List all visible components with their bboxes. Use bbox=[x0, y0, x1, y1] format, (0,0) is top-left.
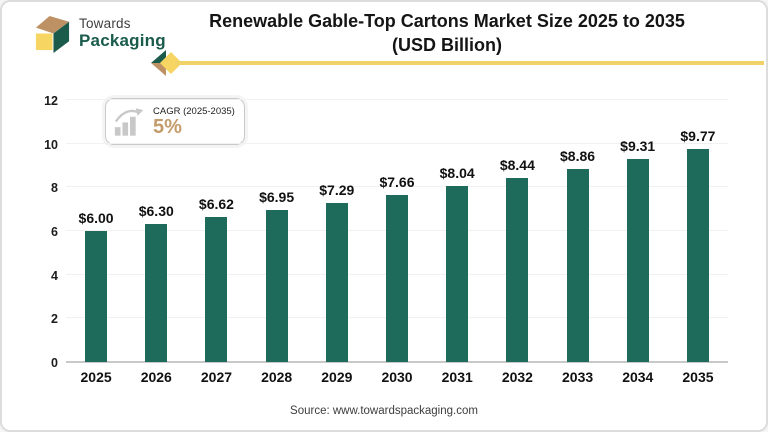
x-tick-2030: 2030 bbox=[381, 369, 413, 385]
value-label-2035: $9.77 bbox=[680, 127, 716, 144]
brand-logo: Towards Packaging bbox=[33, 13, 166, 54]
bar-slot-2025: $6.00 bbox=[66, 100, 126, 362]
x-tick-2025: 2025 bbox=[80, 369, 112, 385]
bar-slot-2026: $6.30 bbox=[126, 100, 186, 362]
gridline-8 bbox=[66, 186, 728, 188]
bar-slot-2030: $7.66 bbox=[367, 100, 427, 362]
x-tick-2034: 2034 bbox=[622, 369, 654, 385]
x-tick-2032: 2032 bbox=[501, 369, 533, 385]
value-label-2028: $6.95 bbox=[259, 189, 295, 206]
chart-title-line1: Renewable Gable-Top Cartons Market Size … bbox=[209, 11, 685, 31]
value-label-2032: $8.44 bbox=[499, 156, 535, 173]
bar-2032 bbox=[506, 177, 529, 362]
chart-title: Renewable Gable-Top Cartons Market Size … bbox=[132, 9, 762, 57]
bar-2030 bbox=[385, 194, 408, 362]
cagr-badge-text: CAGR (2025-2035) 5% bbox=[153, 106, 235, 138]
value-label-2034: $9.31 bbox=[620, 137, 656, 154]
bar-2031 bbox=[446, 186, 469, 362]
y-tick-8: 8 bbox=[51, 181, 58, 196]
growth-bar-chart-icon bbox=[114, 108, 144, 136]
bar-slot-2031: $8.04 bbox=[427, 100, 487, 362]
y-axis-labels: 0 2 4 6 8 10 12 bbox=[16, 94, 58, 370]
bar-2034 bbox=[626, 158, 649, 362]
y-tick-12: 12 bbox=[44, 94, 58, 108]
y-tick-4: 4 bbox=[51, 268, 58, 283]
bar-chart-plot: $6.00 $6.30 $6.62 $6.95 $7.29 $7.66 $8.04 $8.44… bbox=[66, 99, 728, 363]
y-tick-0: 0 bbox=[51, 356, 58, 370]
x-axis-line bbox=[66, 361, 728, 363]
x-tick-2029: 2029 bbox=[321, 369, 353, 385]
bar-slot-2027: $6.62 bbox=[186, 100, 246, 362]
x-tick-2033: 2033 bbox=[562, 369, 594, 385]
bar-slot-2035: $9.77 bbox=[668, 100, 728, 362]
x-tick-2027: 2027 bbox=[200, 369, 233, 385]
brand-name-packaging: Packaging bbox=[79, 30, 166, 50]
bar-slot-2028: $6.95 bbox=[247, 100, 307, 362]
bar-2025 bbox=[85, 231, 108, 362]
bar-slot-2032: $8.44 bbox=[487, 100, 547, 362]
value-label-2027: $6.62 bbox=[198, 196, 234, 213]
bar-2029 bbox=[325, 202, 348, 362]
source-attribution: Source: www.towardspackaging.com bbox=[290, 405, 478, 417]
chart-title-line2: (USD Billion) bbox=[392, 35, 502, 55]
value-label-2031: $8.04 bbox=[439, 165, 475, 182]
bar-2035 bbox=[686, 148, 709, 362]
gridline-10 bbox=[66, 142, 728, 144]
x-tick-2035: 2035 bbox=[682, 369, 714, 385]
value-label-2025: $6.00 bbox=[78, 210, 114, 226]
x-tick-2031: 2031 bbox=[441, 369, 473, 385]
brand-name-towards: Towards bbox=[79, 16, 131, 32]
x-tick-2026: 2026 bbox=[140, 369, 172, 385]
bar-slot-2029: $7.29 bbox=[307, 100, 367, 362]
title-accent-line bbox=[175, 61, 764, 65]
x-tick-2028: 2028 bbox=[261, 369, 293, 385]
bar-slot-2033: $8.86 bbox=[547, 100, 607, 362]
cagr-label: CAGR (2025-2035) bbox=[153, 105, 235, 117]
bar-2033 bbox=[566, 168, 589, 362]
y-tick-10: 10 bbox=[44, 137, 58, 152]
bar-2028 bbox=[265, 210, 288, 362]
bar-2027 bbox=[205, 217, 228, 362]
value-label-2033: $8.86 bbox=[560, 147, 596, 164]
cagr-badge: CAGR (2025-2035) 5% bbox=[105, 98, 245, 145]
value-label-2030: $7.66 bbox=[379, 173, 415, 190]
y-tick-2: 2 bbox=[51, 312, 58, 327]
arrow-diamond-icon bbox=[151, 50, 182, 76]
bar-2026 bbox=[145, 224, 168, 362]
cagr-value: 5% bbox=[153, 115, 182, 138]
packaging-cube-icon bbox=[35, 15, 70, 53]
value-label-2026: $6.30 bbox=[138, 203, 174, 220]
y-tick-6: 6 bbox=[51, 225, 58, 239]
bar-slot-2034: $9.31 bbox=[608, 100, 668, 362]
x-axis-labels: 2025 2026 2027 2028 2029 2030 2031 2032 2033 2034… bbox=[66, 369, 728, 385]
value-label-2029: $7.29 bbox=[319, 181, 355, 198]
gridline-12 bbox=[66, 99, 728, 100]
brand-wordmark: Towards Packaging bbox=[79, 17, 166, 49]
